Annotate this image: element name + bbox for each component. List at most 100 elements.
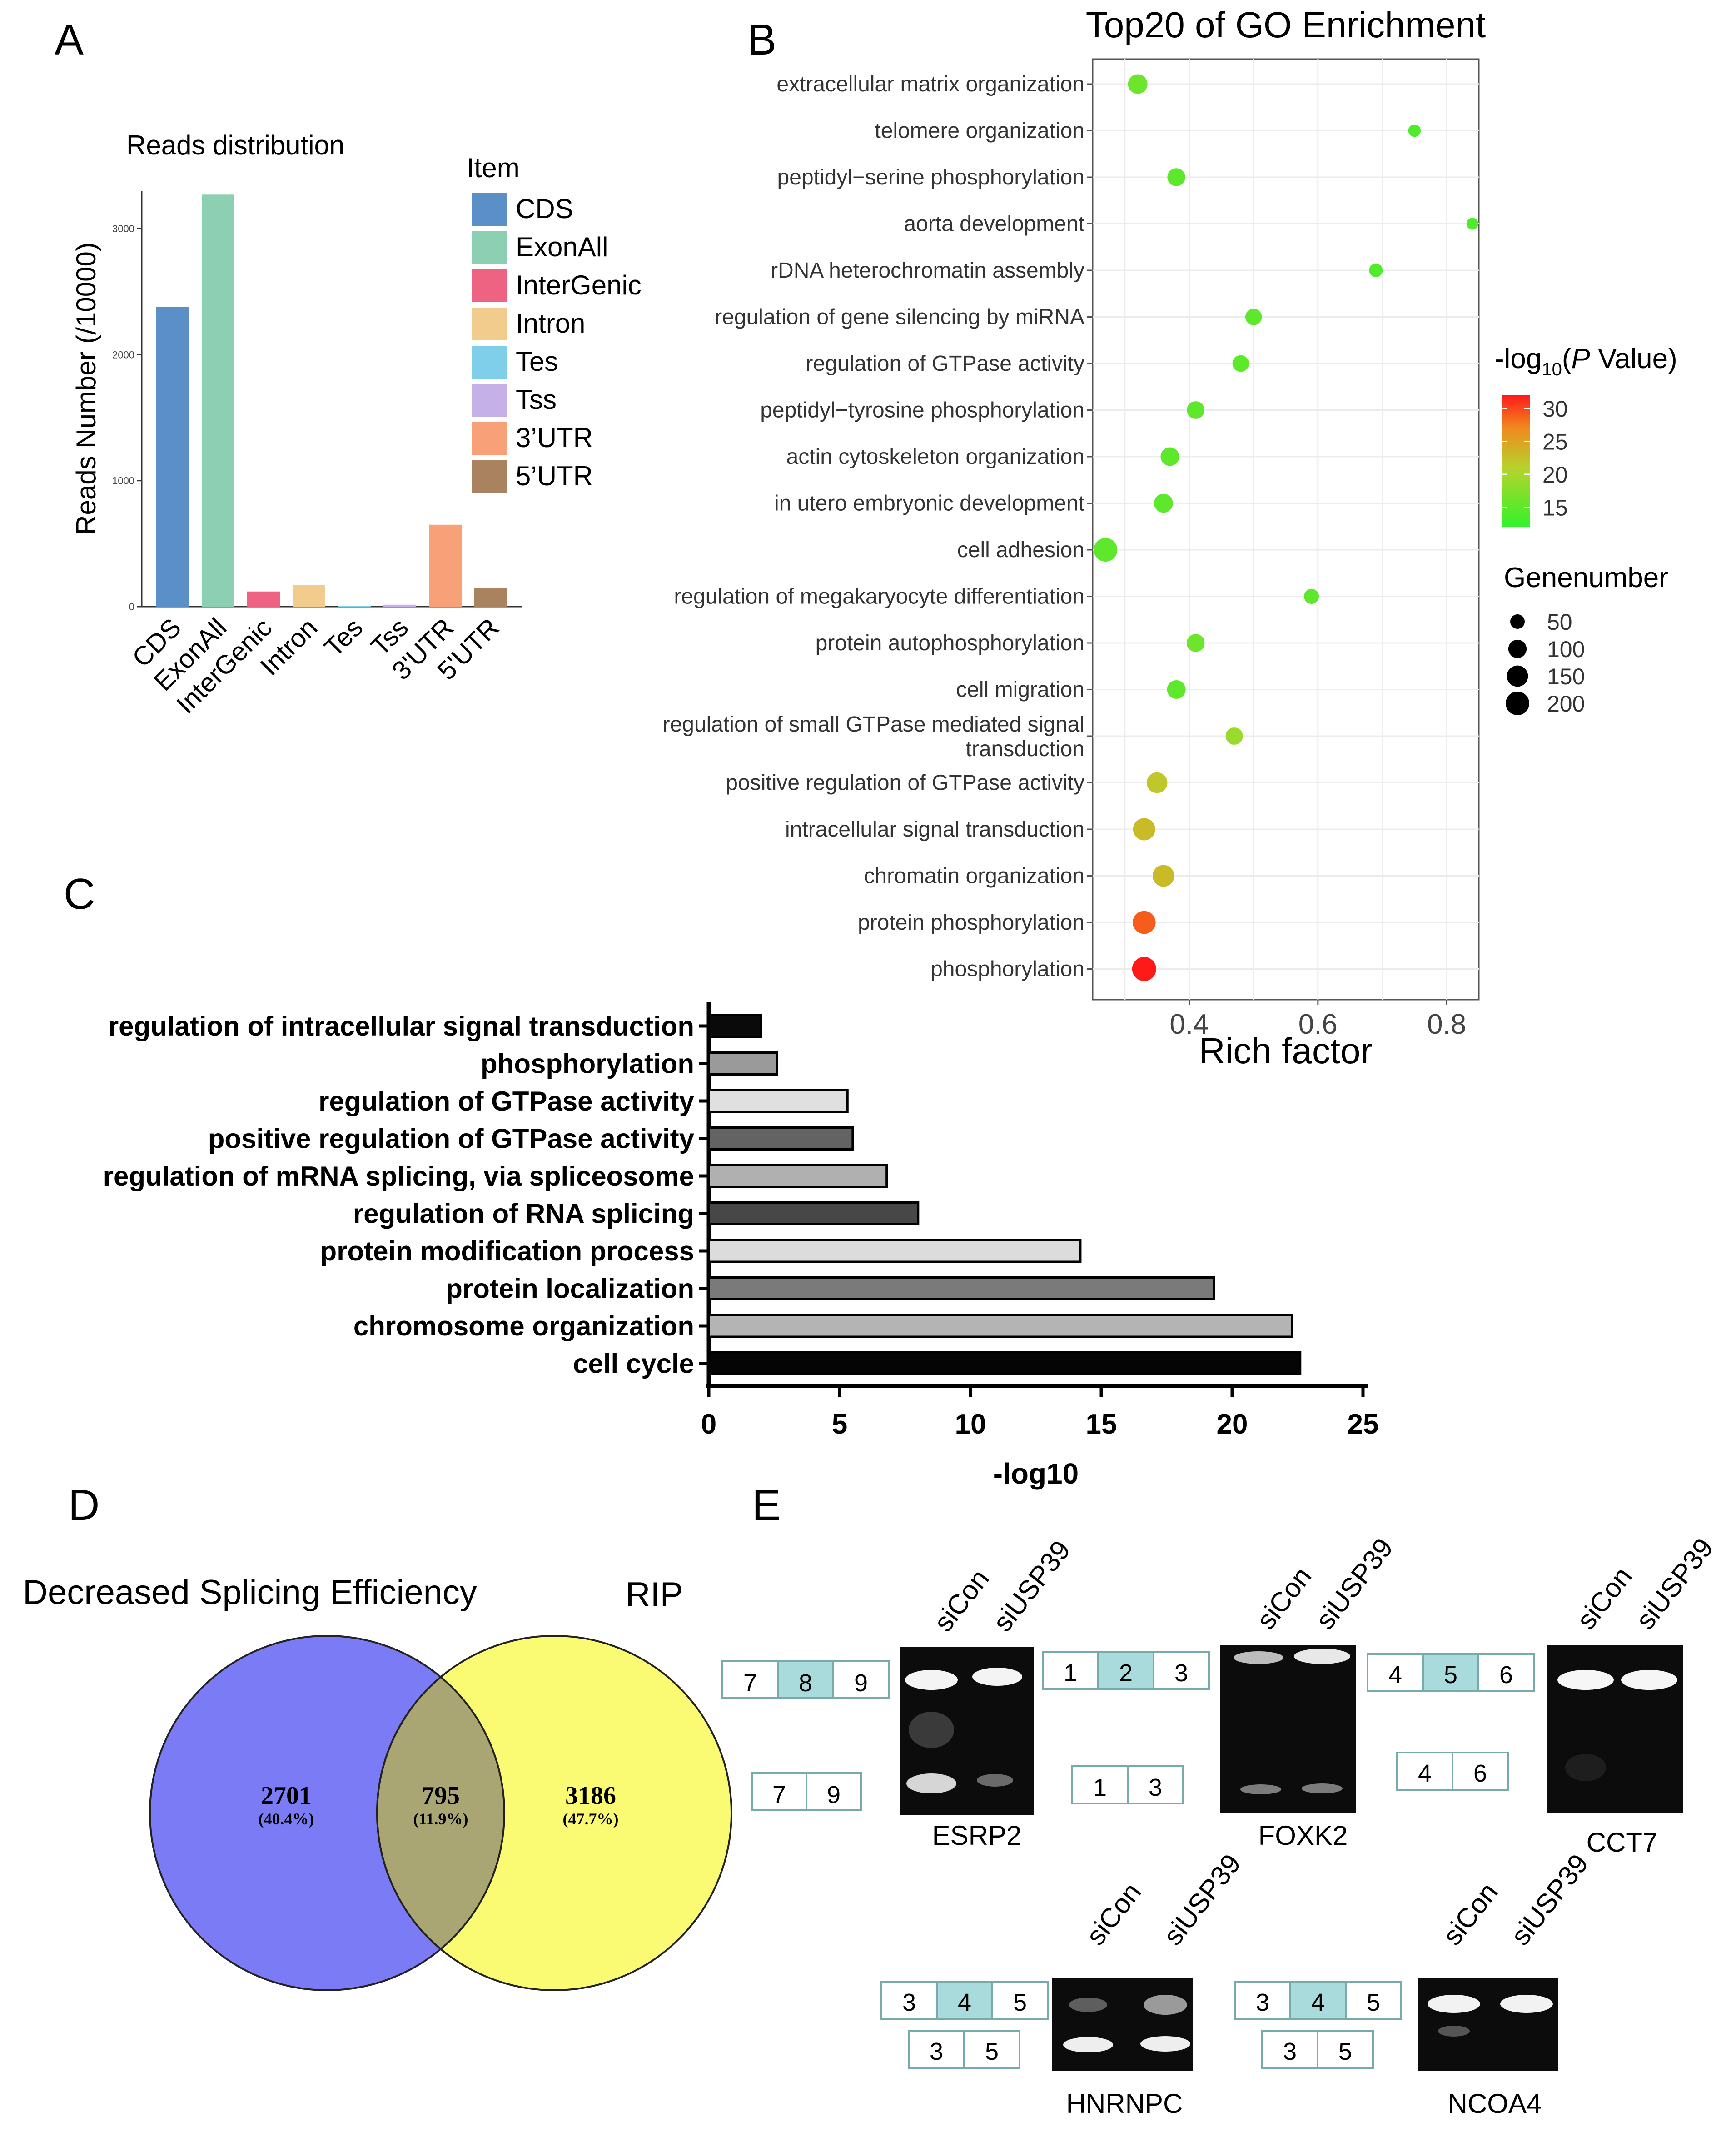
gel-esrp2-bottom-exon1: [751, 1772, 807, 1811]
venn-left-count: 2701: [261, 1782, 312, 1810]
gel-hnrnpc-lane1: siCon: [1080, 1877, 1147, 1951]
c-category-label: protein localization: [446, 1274, 694, 1304]
gel-foxk2-name: FOXK2: [1258, 1820, 1348, 1851]
go-dot: [1152, 865, 1174, 887]
colorbar-title-prefix: -log: [1495, 343, 1542, 374]
colorbar-title-open: (: [1562, 343, 1572, 374]
gel-foxk2-bottom-label1: 1: [1093, 1774, 1107, 1801]
go-term-label: rDNA heterochromatin assembly: [771, 259, 1084, 283]
reads-legend-label: Intron: [516, 308, 585, 339]
venn-left-label: Decreased Splicing Efficiency: [23, 1573, 477, 1612]
go-dot: [1167, 168, 1185, 186]
gel-hnrnpc-bottom-exon2: [963, 2030, 1020, 2069]
gel-cct7-lane1: siCon: [1571, 1561, 1637, 1635]
colorbar-title: -log10(P Value): [1495, 343, 1677, 379]
reads-legend-title: Item: [467, 153, 520, 183]
size-legend-label: 100: [1547, 637, 1585, 662]
go-term-label: intracellular signal transduction: [785, 817, 1084, 842]
go-dot: [1304, 589, 1319, 604]
gel-hnrnpc-image: [1052, 1978, 1193, 2071]
go-dot: [1146, 772, 1168, 793]
c-category-label: positive regulation of GTPase activity: [208, 1124, 695, 1154]
go-term-label: peptidyl−serine phosphorylation: [777, 165, 1084, 189]
c-category-label: regulation of RNA splicing: [353, 1199, 694, 1229]
gel-cct7-bottom-exon2: [1452, 1752, 1509, 1791]
reads-legend-label: Tes: [516, 346, 558, 377]
gel-ncoa4-top-label3: 5: [1367, 1989, 1380, 2016]
go-dot: [1187, 401, 1205, 419]
gel-foxk2-top-label1: 1: [1064, 1659, 1077, 1687]
c-bar: [707, 1276, 1215, 1300]
gel-foxk2-bottom-label2: 3: [1149, 1774, 1162, 1801]
c-x-tick-label: 25: [1348, 1409, 1379, 1440]
go-term-label: chromatin organization: [864, 864, 1084, 888]
gel-esrp2-top-label3: 9: [854, 1669, 868, 1697]
go-term-label: regulation of small GTPase mediated sign…: [663, 712, 1084, 737]
rt-pcr-gels: siCon siUSP39 7 8 9 7 9 ESRP2 siCon siUS…: [721, 1533, 1719, 2119]
reads-legend-swatch: [472, 422, 507, 455]
reads-bar: [293, 585, 325, 607]
reads-y-label: Reads Number (/10000): [71, 242, 101, 535]
gel-hnrnpc-band: [1144, 1995, 1187, 2015]
panel-label-e: E: [752, 1481, 781, 1529]
reads-legend-swatch: [472, 193, 507, 226]
c-x-tick-label: 10: [955, 1409, 986, 1440]
gel-esrp2-lane1: siCon: [928, 1564, 995, 1637]
reads-bar: [202, 194, 234, 607]
go-term-label: regulation of megakaryocyte differentiat…: [674, 585, 1084, 609]
go-dot: [1186, 634, 1205, 652]
venn-left-pct: (40.4%): [259, 1810, 314, 1828]
reads-legend-label: 3’UTR: [516, 423, 593, 453]
reads-bar: [338, 606, 371, 607]
colorbar-title-tail: Value): [1590, 343, 1677, 374]
reads-distribution-chart: Reads distribution Reads Number (/10000)…: [71, 130, 642, 719]
reads-legend-label: InterGenic: [516, 270, 642, 300]
gel-cct7-band: [1621, 1670, 1677, 1690]
reads-legend-swatch: [472, 384, 507, 417]
gel-foxk2-bottom-exon2: [1127, 1765, 1184, 1804]
gel-foxk2-lane1: siCon: [1250, 1561, 1317, 1635]
reads-legend-swatch: [472, 346, 507, 379]
gel-hnrnpc-band: [1063, 2037, 1113, 2052]
go-dot: [1369, 264, 1383, 277]
reads-legend-label: Tss: [516, 384, 557, 415]
gel-esrp2-band: [906, 1773, 956, 1793]
gel-cct7-top-label1: 4: [1388, 1661, 1402, 1689]
go-term-label: phosphorylation: [930, 957, 1084, 981]
go-term-label: cell migration: [956, 678, 1084, 702]
gel-esrp2-top-exon2: [777, 1660, 834, 1699]
venn-intersection: [376, 1675, 506, 1951]
gel-foxk2-band: [1302, 1783, 1343, 1793]
c-bar: [707, 1164, 888, 1188]
c-category-label: regulation of GTPase activity: [318, 1086, 695, 1116]
go-dot: [1408, 124, 1421, 137]
panel-label-a: A: [55, 15, 84, 64]
gel-esrp2-band: [977, 1774, 1013, 1787]
gel-hnrnpc-band: [1069, 1998, 1107, 2012]
reads-bar: [474, 588, 507, 607]
go-dot: [1160, 447, 1179, 466]
gel-ncoa4-lane1: siCon: [1437, 1877, 1503, 1951]
gel-hnrnpc-bottom-label2: 5: [985, 2038, 999, 2065]
colorbar-tick-label: 20: [1542, 462, 1568, 488]
colorbar-tick-label: 30: [1542, 396, 1568, 422]
gel-esrp2-band: [972, 1668, 1022, 1686]
gel-foxk2-top-exon2: [1097, 1651, 1154, 1690]
gel-ncoa4-lane2: siUSP39: [1505, 1848, 1594, 1951]
colorbar-tick-label: 15: [1542, 495, 1568, 521]
c-bar: [707, 1051, 778, 1076]
venn-right-count: 3186: [565, 1782, 616, 1810]
gel-cct7-bottom-label2: 6: [1473, 1760, 1487, 1787]
gel-hnrnpc-lane2: siUSP39: [1157, 1848, 1247, 1951]
c-category-label: regulation of intracellular signal trans…: [108, 1011, 694, 1041]
gel-cct7-top-label3: 6: [1499, 1661, 1513, 1689]
c-category-label: protein modification process: [320, 1236, 694, 1266]
c-category-label: regulation of mRNA splicing, via spliceo…: [103, 1161, 694, 1191]
gel-foxk2-top-label2: 2: [1119, 1659, 1133, 1687]
gel-esrp2-top-label2: 8: [799, 1669, 812, 1697]
gel-foxk2-lane2: siUSP39: [1309, 1533, 1399, 1635]
gel-esrp2-bottom-exon2: [806, 1772, 862, 1811]
reads-title: Reads distribution: [126, 130, 344, 160]
gel-foxk2-band: [1240, 1784, 1281, 1794]
go-dot: [1128, 74, 1148, 94]
